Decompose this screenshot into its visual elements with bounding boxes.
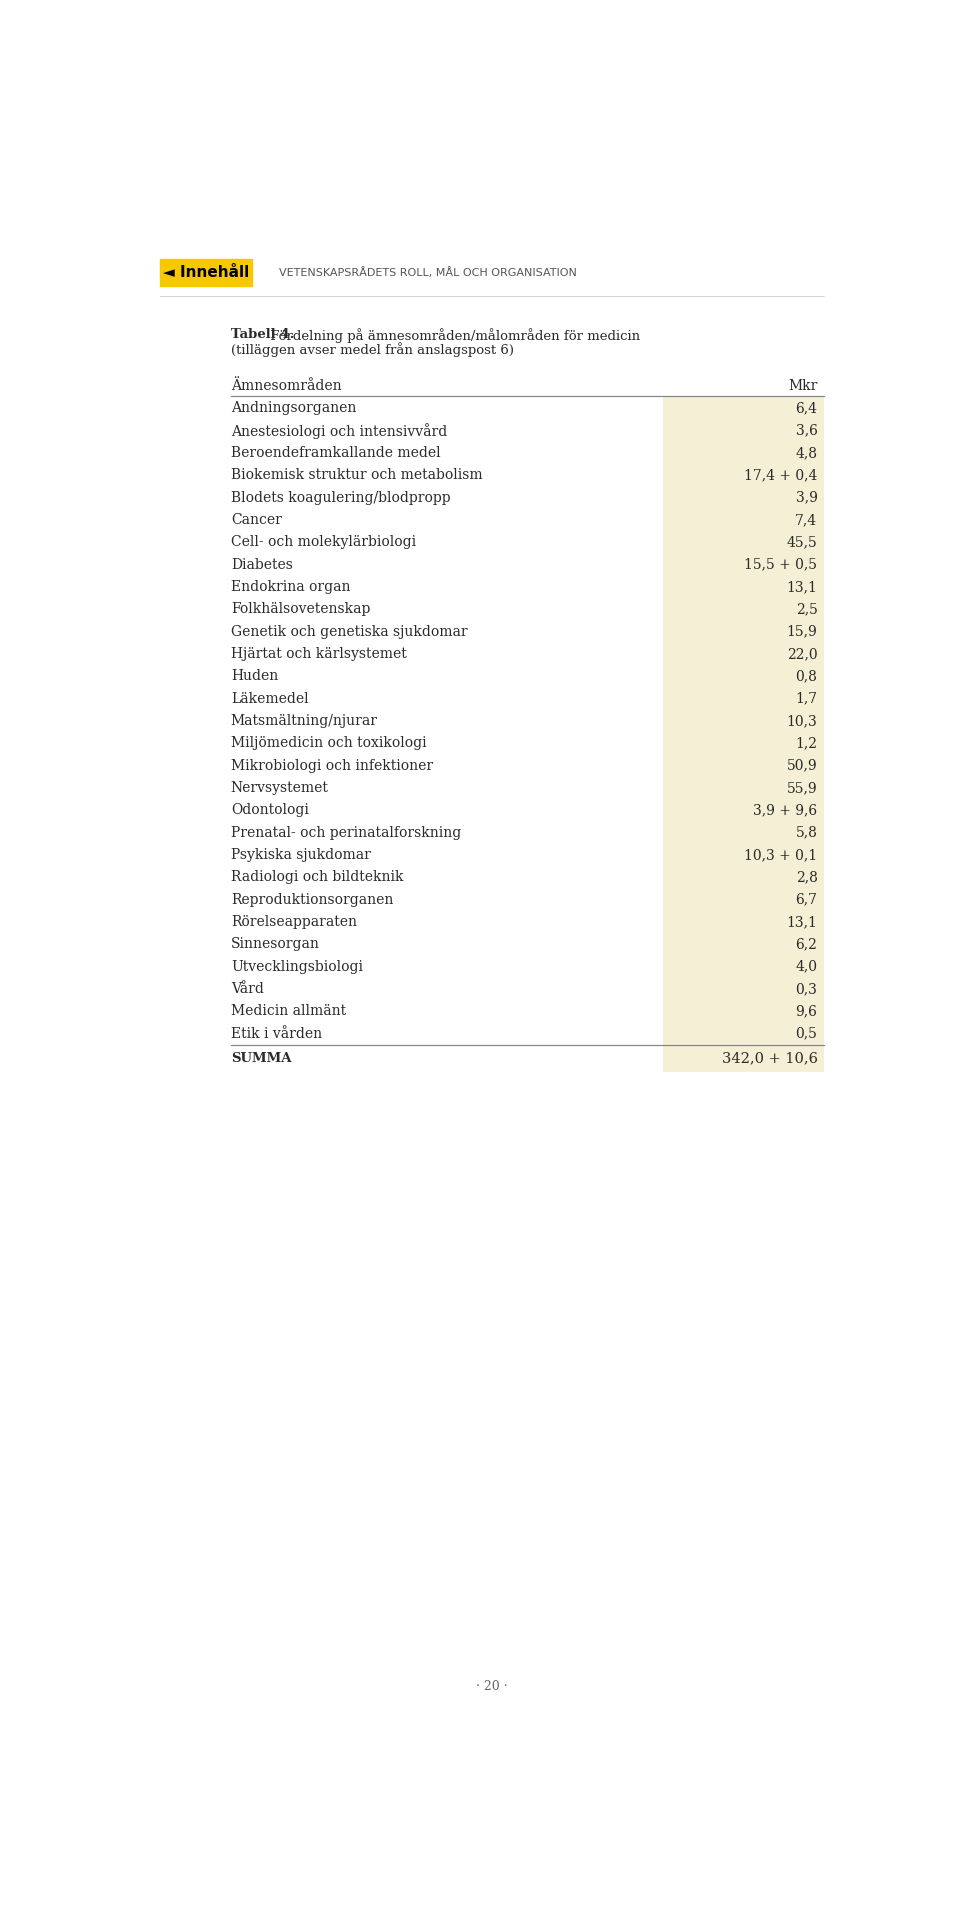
Text: 17,4 + 0,4: 17,4 + 0,4 [744,469,818,482]
Bar [662,687,824,710]
Bar [662,710,824,731]
Text: Tabell 4.: Tabell 4. [230,328,294,342]
Text: Etik i vården: Etik i vården [230,1027,322,1040]
Text: Odontologi: Odontologi [230,803,309,816]
Text: 6,4: 6,4 [796,401,818,415]
Text: 342,0 + 10,6: 342,0 + 10,6 [722,1052,818,1065]
Text: Genetik och genetiska sjukdomar: Genetik och genetiska sjukdomar [230,625,468,639]
Text: Ämnesområden: Ämnesområden [230,380,342,394]
Bar [662,843,824,867]
Text: Diabetes: Diabetes [230,558,293,571]
Bar [662,755,824,776]
Text: 55,9: 55,9 [787,782,818,795]
Bar [662,1044,824,1073]
Text: Prenatal- och perinatalforskning: Prenatal- och perinatalforskning [230,826,461,840]
Text: Fördelning på ämnesområden/målområden för medicin: Fördelning på ämnesområden/målområden fö… [267,328,640,344]
Bar [662,1000,824,1023]
Text: Anestesiologi och intensivvård: Anestesiologi och intensivvård [230,423,447,438]
Text: 22,0: 22,0 [787,647,818,660]
Bar [662,911,824,932]
Text: Mkr: Mkr [788,380,818,394]
Text: Huden: Huden [230,670,278,683]
Bar [662,1023,824,1044]
Bar [662,442,824,463]
Bar [662,575,824,598]
Text: Mikrobiologi och infektioner: Mikrobiologi och infektioner [230,758,433,772]
Text: 1,2: 1,2 [796,735,818,751]
Text: VETENSKAPSRÅDETS ROLL, MÅL OCH ORGANISATION: VETENSKAPSRÅDETS ROLL, MÅL OCH ORGANISAT… [278,266,577,278]
Text: Reproduktionsorganen: Reproduktionsorganen [230,892,394,907]
Bar [662,643,824,666]
Bar [662,486,824,510]
Text: · 20 ·: · 20 · [476,1681,508,1693]
Text: Rörelseapparaten: Rörelseapparaten [230,915,357,928]
Text: Vård: Vård [230,982,264,996]
Bar [662,598,824,620]
Text: 13,1: 13,1 [786,579,818,594]
Text: Medicin allmänt: Medicin allmänt [230,1004,346,1019]
Bar [662,867,824,888]
Text: 6,7: 6,7 [796,892,818,907]
Text: Biokemisk struktur och metabolism: Biokemisk struktur och metabolism [230,469,483,482]
Text: 5,8: 5,8 [796,826,818,840]
Bar [662,888,824,911]
Text: Hjärtat och kärlsystemet: Hjärtat och kärlsystemet [230,647,407,660]
Bar [662,398,824,419]
Text: 3,9: 3,9 [796,490,818,504]
Bar [662,776,824,799]
Text: 4,8: 4,8 [796,446,818,459]
Text: Matsmältning/njurar: Matsmältning/njurar [230,714,378,728]
Bar [662,822,824,843]
Bar [662,620,824,643]
Text: Andningsorganen: Andningsorganen [230,401,356,415]
Bar [662,955,824,979]
Bar [662,799,824,822]
Text: Utvecklingsbiologi: Utvecklingsbiologi [230,959,363,973]
Bar [662,731,824,755]
Text: Sinnesorgan: Sinnesorgan [230,938,320,951]
Text: 0,8: 0,8 [796,670,818,683]
Text: 10,3 + 0,1: 10,3 + 0,1 [744,847,818,863]
Text: Läkemedel: Läkemedel [230,691,308,706]
Text: 3,6: 3,6 [796,425,818,438]
Text: Cancer: Cancer [230,513,281,527]
Text: Psykiska sjukdomar: Psykiska sjukdomar [230,847,371,863]
Text: Beroendeframkallande medel: Beroendeframkallande medel [230,446,441,459]
Text: 0,3: 0,3 [796,982,818,996]
Text: Cell- och molekylärbiologi: Cell- och molekylärbiologi [230,535,416,550]
Text: SUMMA: SUMMA [230,1052,291,1065]
Bar [662,554,824,575]
Text: 3,9 + 9,6: 3,9 + 9,6 [754,803,818,816]
Text: 1,7: 1,7 [796,691,818,706]
Bar [662,979,824,1000]
Text: Nervsystemet: Nervsystemet [230,782,328,795]
Bar [662,666,824,687]
Text: 10,3: 10,3 [787,714,818,728]
Text: 15,9: 15,9 [787,625,818,639]
Text: Blodets koagulering/blodpropp: Blodets koagulering/blodpropp [230,490,450,504]
Text: Endokrina organ: Endokrina organ [230,579,350,594]
Text: ◄ Innehåll: ◄ Innehåll [163,264,250,280]
Text: Folkhälsovetenskap: Folkhälsovetenskap [230,602,371,616]
Bar [662,463,824,486]
Text: 7,4: 7,4 [796,513,818,527]
FancyBboxPatch shape [160,259,252,286]
Text: Radiologi och bildteknik: Radiologi och bildteknik [230,870,403,884]
Bar [662,531,824,554]
Text: 13,1: 13,1 [786,915,818,928]
Bar [662,419,824,442]
Text: (tilläggen avser medel från anslagspost 6): (tilläggen avser medel från anslagspost … [230,342,514,357]
Bar [662,932,824,955]
Bar [662,510,824,531]
Text: 2,5: 2,5 [796,602,818,616]
Text: 50,9: 50,9 [787,758,818,772]
Text: 15,5 + 0,5: 15,5 + 0,5 [745,558,818,571]
Text: 45,5: 45,5 [787,535,818,550]
Text: Miljömedicin och toxikologi: Miljömedicin och toxikologi [230,735,426,751]
Text: 0,5: 0,5 [796,1027,818,1040]
Text: 2,8: 2,8 [796,870,818,884]
Text: 9,6: 9,6 [796,1004,818,1019]
Text: 4,0: 4,0 [796,959,818,973]
Text: 6,2: 6,2 [796,938,818,951]
